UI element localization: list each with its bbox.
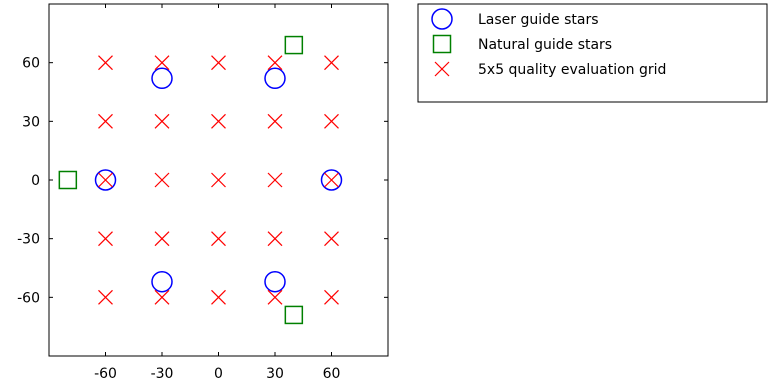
evaluation-grid-marker [211,172,226,188]
laser-guide-star-marker [94,169,117,191]
evaluation-grid-marker [154,55,170,71]
x-tick-label: -60 [94,366,117,382]
y-tick-label: -60 [17,290,40,306]
legend-box [417,3,768,103]
evaluation-grid-marker [267,55,283,71]
evaluation-grid-marker [211,231,226,247]
evaluation-grid-marker [98,289,113,305]
evaluation-grid-marker [267,231,283,247]
legend-label: 5x5 quality evaluation grid [478,62,666,78]
laser-guide-star-marker [151,270,173,293]
legend: Laser guide stars Natural guide stars 5x5 … [417,3,768,103]
evaluation-grid-marker [154,172,170,188]
laser-guide-star-marker [320,169,343,191]
evaluation-grid-marker [154,113,170,129]
evaluation-grid-marker [267,172,283,188]
legend-marker-x [434,61,450,77]
legend-label: Natural guide stars [478,37,612,53]
x-tick-label: 60 [323,366,341,382]
laser-guide-star-marker [264,270,286,293]
legend-marker-square [432,34,452,54]
evaluation-grid-marker [324,172,339,188]
x-axis: -60 -30 0 30 60 [94,4,340,382]
natural-guide-star-marker [58,170,78,190]
evaluation-grid-marker [211,289,226,305]
evaluation-grid-marker [211,113,226,129]
y-tick-label: 0 [31,173,40,189]
evaluation-grid-marker [267,113,283,129]
y-tick-label: 30 [22,114,40,130]
x-tick-label: 30 [266,366,284,382]
x-tick-label: -30 [151,366,174,382]
x-tick-label: 0 [214,366,223,382]
evaluation-grid-marker [98,231,113,247]
evaluation-grid-marker [324,289,339,305]
evaluation-grid-marker [98,55,113,71]
evaluation-grid-marker [98,113,113,129]
y-axis: -60 -30 0 30 60 [17,56,388,306]
evaluation-grid-marker [267,289,283,305]
evaluation-grid-marker [324,113,339,129]
y-tick-label: -30 [17,232,40,248]
evaluation-grid-marker [98,172,113,188]
evaluation-grid-marker [211,55,226,71]
evaluation-grid-marker [324,231,339,247]
laser-guide-star-marker [264,67,286,90]
natural-guide-star-marker [284,35,304,55]
evaluation-grid-marker [154,289,170,305]
natural-guide-star-marker [284,305,304,325]
evaluation-grid-marker [154,231,170,247]
legend-marker-circle [431,8,453,30]
evaluation-grid-marker [324,55,339,71]
y-tick-label: 60 [22,56,40,72]
laser-guide-star-marker [151,67,173,90]
legend-label: Laser guide stars [478,12,599,28]
data-markers [58,35,343,325]
